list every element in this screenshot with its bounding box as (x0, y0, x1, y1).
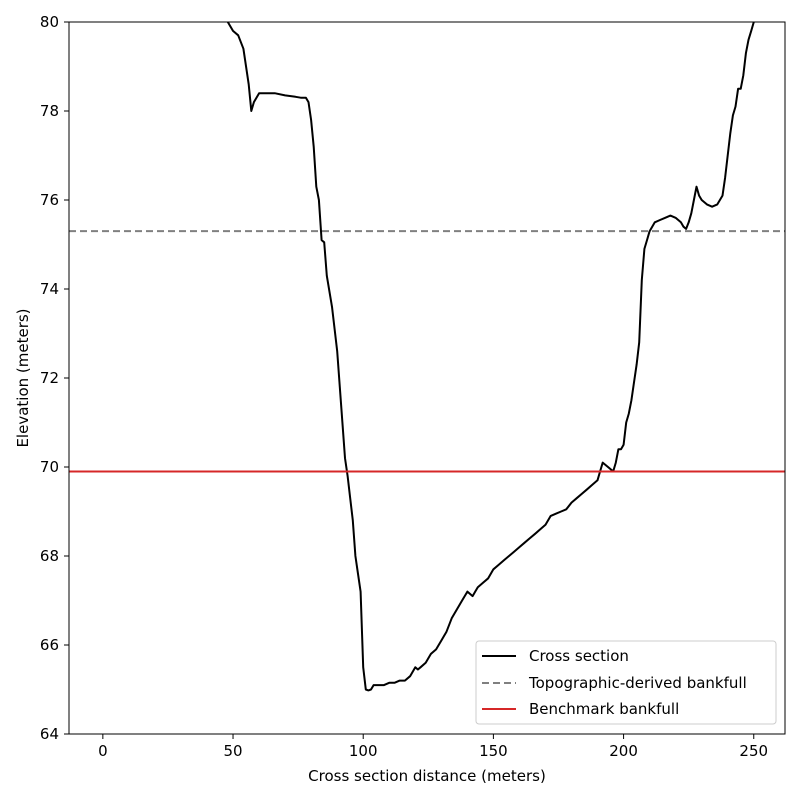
x-tick-label: 200 (609, 742, 638, 760)
x-tick-label: 250 (739, 742, 768, 760)
y-tick-label: 76 (40, 191, 59, 209)
y-tick-label: 80 (40, 13, 59, 31)
legend: Cross section Topographic-derived bankfu… (475, 640, 777, 725)
y-tick-label: 72 (40, 369, 59, 387)
y-tick-label: 70 (40, 458, 59, 476)
legend-box (475, 640, 777, 725)
legend-label-topographic-bankfull: Topographic-derived bankfull (528, 674, 747, 692)
y-tick-label: 68 (40, 547, 59, 565)
legend-label-benchmark-bankfull: Benchmark bankfull (529, 700, 679, 718)
y-tick-label: 78 (40, 102, 59, 120)
y-axis: 64 66 68 70 72 74 76 78 80 (40, 13, 69, 743)
y-tick-label: 66 (40, 636, 59, 654)
x-tick-label: 150 (479, 742, 508, 760)
y-axis-label: Elevation (meters) (14, 308, 32, 447)
series-group (69, 22, 785, 692)
series-cross-section (226, 22, 755, 692)
x-axis: 0 50 100 150 200 250 (98, 734, 768, 760)
x-tick-label: 50 (223, 742, 242, 760)
x-axis-label: Cross section distance (meters) (308, 767, 546, 785)
legend-label-cross-section: Cross section (529, 647, 629, 665)
y-tick-label: 64 (40, 725, 59, 743)
x-tick-label: 0 (98, 742, 108, 760)
x-tick-label: 100 (349, 742, 378, 760)
y-tick-label: 74 (40, 280, 59, 298)
